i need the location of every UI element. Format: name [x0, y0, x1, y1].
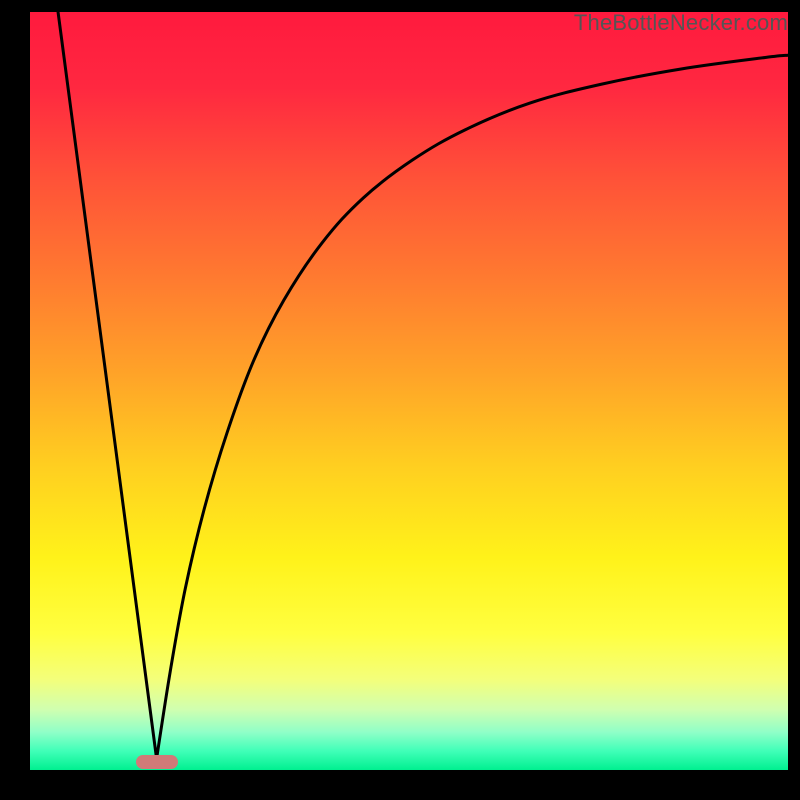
bottleneck-curve — [30, 12, 788, 770]
plot-area — [30, 12, 788, 770]
watermark-text: TheBottleNecker.com — [574, 10, 788, 36]
optimal-point-marker — [136, 755, 178, 769]
